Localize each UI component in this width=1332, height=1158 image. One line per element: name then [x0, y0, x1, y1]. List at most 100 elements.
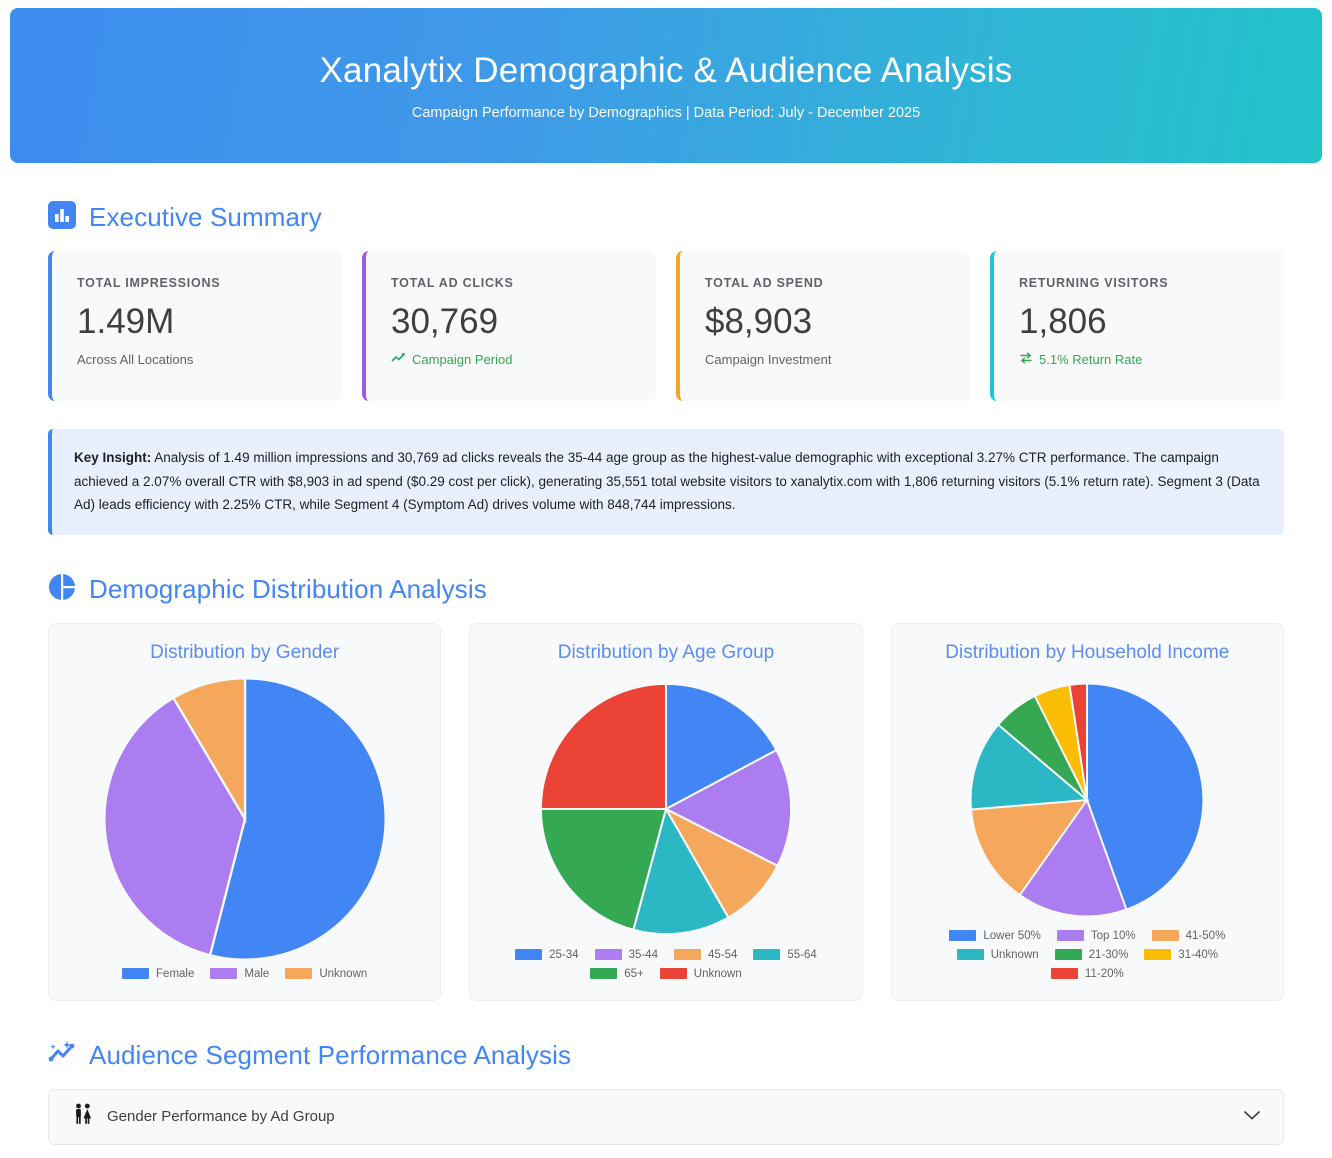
legend-item[interactable]: 45-54 [673, 948, 738, 961]
kpi-card-returning-visitors: RETURNING VISITORS 1,806 5.1% Return Rat… [990, 251, 1284, 401]
audience-segment-heading: Audience Segment Performance Analysis [48, 1039, 1284, 1072]
pie-slice[interactable] [208, 677, 387, 961]
key-insight-text: Analysis of 1.49 million impressions and… [74, 450, 1260, 513]
pie-legend-household-income: Lower 50% Top 10% 41-50% Unknown 21-30% 31-40… [922, 930, 1252, 986]
legend-item[interactable]: 55-64 [753, 949, 817, 961]
exchange-icon [1019, 352, 1033, 367]
pie-slice[interactable] [539, 683, 668, 811]
pie-slice[interactable] [539, 808, 668, 932]
executive-summary-section: Executive Summary TOTAL IMPRESSIONS 1.49… [0, 201, 1332, 535]
chevron-down-icon[interactable] [1243, 1108, 1261, 1126]
legend-label: Top 10% [1090, 929, 1136, 942]
pie-slice[interactable] [102, 696, 246, 957]
sparkline-icon [48, 1039, 76, 1072]
legend-item[interactable]: Unknown [659, 968, 742, 980]
legend-swatch [515, 949, 543, 961]
accordion-label: Gender Performance by Ad Group [107, 1108, 335, 1126]
pie-chart-title: Distribution by Gender [150, 641, 340, 663]
kpi-label: RETURNING VISITORS [1019, 276, 1169, 290]
legend-swatch [673, 949, 701, 961]
kpi-card-row: TOTAL IMPRESSIONS 1.49M Across All Locat… [48, 251, 1284, 401]
section-title: Executive Summary [89, 202, 322, 232]
legend-swatch [1056, 930, 1084, 942]
legend-swatch [590, 968, 618, 980]
pie-legend-age-group: 25-34 35-44 45-54 55-64 65+ Unknown [501, 949, 831, 986]
pie-chart-age-group[interactable] [537, 670, 795, 949]
pie-slice[interactable] [1018, 797, 1128, 918]
legend-swatch [1144, 949, 1172, 961]
kpi-subtext: Campaign Investment [705, 352, 970, 367]
pie-slice[interactable] [663, 749, 793, 868]
pie-chart-gender[interactable] [100, 670, 390, 968]
accordion-gender-performance-by-ad-group[interactable]: Gender Performance by Ad Group [48, 1088, 1284, 1145]
kpi-card-total-ad-clicks: TOTAL AD CLICKS 30,769 Campaign Period [362, 251, 656, 401]
legend-label: 45-54 [707, 948, 738, 961]
legend-label: 25-34 [549, 948, 579, 961]
legend-swatch [956, 949, 984, 961]
legend-label: 31-40% [1178, 948, 1218, 961]
page-subtitle: Campaign Performance by Demographics | D… [411, 104, 921, 121]
pie-slice[interactable] [1086, 682, 1205, 911]
kpi-label: TOTAL AD SPEND [705, 276, 824, 290]
legend-item[interactable]: Unknown [285, 968, 367, 980]
legend-item[interactable]: Lower 50% [949, 930, 1041, 942]
pie-legend-gender: Female Male Unknown [122, 968, 367, 986]
kpi-subtext-label: 5.1% Return Rate [1039, 352, 1143, 367]
legend-swatch [1050, 968, 1078, 980]
legend-item[interactable]: 31-40% [1144, 949, 1218, 961]
kpi-card-total-ad-spend: TOTAL AD SPEND $8,903 Campaign Investmen… [676, 251, 970, 401]
legend-swatch [1151, 930, 1179, 942]
page-title: Xanalytix Demographic & Audience Analysi… [319, 50, 1013, 90]
kpi-card-total-impressions: TOTAL IMPRESSIONS 1.49M Across All Locat… [48, 251, 342, 401]
legend-label: 11-20% [1084, 967, 1124, 980]
kpi-subtext: 5.1% Return Rate [1019, 352, 1284, 367]
legend-label: 41-50% [1185, 929, 1226, 942]
pie-card-gender: Distribution by Gender Female Male Unknown [48, 622, 442, 1001]
pie-slice[interactable] [171, 677, 246, 824]
legend-label: 35-44 [628, 948, 658, 961]
kpi-value: 1,806 [1019, 302, 1107, 341]
kpi-label: TOTAL IMPRESSIONS [77, 276, 221, 290]
legend-item[interactable]: 11-20% [1050, 967, 1124, 980]
kpi-label: TOTAL AD CLICKS [391, 276, 514, 290]
legend-item[interactable]: Male [210, 968, 269, 980]
legend-item[interactable]: 41-50% [1151, 929, 1226, 942]
pie-slice[interactable] [1068, 682, 1089, 801]
kpi-subtext: Campaign Period [391, 352, 656, 367]
pie-card-household-income: Distribution by Household Income Lower 5… [890, 622, 1284, 1001]
section-title: Audience Segment Performance Analysis [89, 1039, 572, 1070]
legend-label: Female [156, 967, 195, 980]
pie-chart-title: Distribution by Age Group [557, 641, 775, 663]
legend-label: Unknown [990, 948, 1039, 961]
pie-chart-household-income[interactable] [967, 670, 1207, 930]
legend-item[interactable]: 65+ [590, 968, 644, 980]
legend-swatch [594, 949, 622, 961]
kpi-value: 1.49M [77, 302, 175, 341]
pie-slice[interactable] [632, 806, 730, 936]
legend-swatch [753, 949, 781, 961]
pie-chart-title: Distribution by Household Income [945, 641, 1230, 663]
legend-item[interactable]: 35-44 [594, 948, 658, 961]
legend-label: Male [244, 967, 270, 980]
pie-svg [539, 683, 793, 936]
legend-item[interactable]: 21-30% [1054, 949, 1128, 961]
pie-svg [969, 682, 1205, 918]
legend-swatch [285, 968, 313, 980]
legend-item[interactable]: Female [122, 968, 194, 980]
pie-slice[interactable] [664, 683, 778, 812]
bar-chart-icon [48, 201, 76, 234]
pie-slice[interactable] [970, 798, 1090, 897]
legend-item[interactable]: Unknown [956, 948, 1039, 961]
kpi-subtext-label: Across All Locations [77, 352, 194, 367]
demographic-distribution-section: Demographic Distribution Analysis Distri… [0, 573, 1332, 1001]
audience-segment-section: Audience Segment Performance Analysis Ge… [0, 1039, 1332, 1145]
legend-label: Lower 50% [983, 929, 1041, 942]
pie-slice[interactable] [969, 723, 1090, 811]
legend-swatch [210, 968, 238, 980]
legend-swatch [122, 968, 150, 980]
legend-item[interactable]: Top 10% [1056, 929, 1136, 942]
kpi-value: $8,903 [705, 302, 813, 341]
legend-item[interactable]: 25-34 [515, 948, 579, 961]
kpi-subtext-label: Campaign Period [412, 352, 513, 367]
legend-swatch [659, 968, 687, 980]
